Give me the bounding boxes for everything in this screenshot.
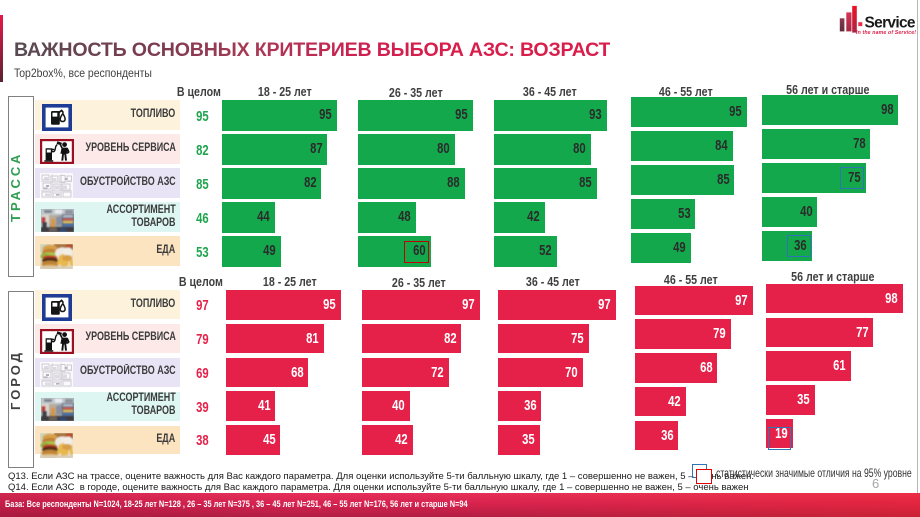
svg-text:Service: Service: [865, 15, 916, 32]
svg-text:In the name of Service!: In the name of Service!: [856, 30, 916, 35]
